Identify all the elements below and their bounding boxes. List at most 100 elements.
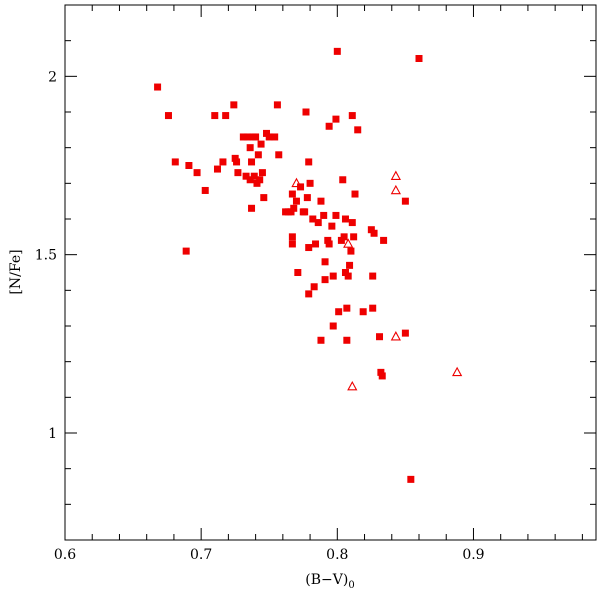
x-axis-title-main: (B−V)	[305, 572, 348, 588]
data-point-square	[252, 133, 260, 141]
data-point-square	[222, 112, 230, 120]
data-point-square	[348, 219, 356, 227]
data-point-square	[287, 208, 295, 216]
data-point-square	[294, 269, 302, 276]
data-point-square	[290, 204, 298, 212]
data-point-square	[351, 190, 359, 198]
data-point-square	[359, 308, 367, 316]
data-point-square	[354, 126, 362, 134]
data-point-square	[317, 336, 325, 344]
data-point-square	[339, 176, 347, 184]
data-point-square	[239, 133, 247, 141]
data-point-square	[329, 272, 337, 280]
tick-labels: 0.6 0.7 0.8 0.9 1 1.5 2	[35, 69, 485, 563]
data-point-square	[370, 229, 378, 237]
x-axis-title: (B−V)0	[305, 572, 354, 591]
data-point-square	[242, 172, 250, 180]
data-point-square	[275, 151, 283, 159]
data-point-square	[230, 101, 238, 109]
data-point-triangle	[291, 177, 302, 188]
data-point-square	[301, 208, 309, 216]
data-point-square	[257, 140, 265, 148]
data-point-square	[233, 158, 241, 166]
data-point-square	[263, 129, 271, 137]
data-point-square	[288, 190, 296, 198]
y-tick-label: 2	[48, 69, 57, 85]
data-point-square	[246, 144, 254, 152]
data-point-square	[248, 204, 256, 212]
data-point-square	[253, 179, 261, 187]
data-point-square	[325, 240, 333, 248]
data-point-square	[377, 368, 385, 376]
data-point-square	[341, 215, 349, 223]
data-point-square	[340, 233, 348, 241]
data-point-triangle	[347, 380, 358, 391]
data-point-square	[369, 272, 377, 280]
data-point-square	[332, 115, 340, 123]
data-point-square	[305, 244, 313, 252]
data-point-triangle	[390, 170, 401, 180]
data-point-square	[302, 108, 310, 116]
data-point-triangle	[343, 238, 354, 248]
y-axis-title: [N/Fe]	[8, 249, 24, 294]
data-point-square	[320, 211, 328, 219]
data-point-square	[401, 197, 409, 205]
y-tick-label: 1	[48, 426, 57, 442]
data-point-square	[415, 55, 423, 62]
data-point-square	[182, 247, 190, 255]
data-point-square	[312, 240, 320, 248]
data-point-square	[347, 247, 355, 255]
data-point-square	[321, 258, 329, 266]
data-point-square	[325, 122, 333, 130]
data-point-square	[258, 169, 266, 177]
data-point-square	[234, 169, 242, 177]
data-point-square	[213, 165, 221, 173]
data-point-square	[256, 176, 264, 184]
data-point-square	[305, 290, 313, 298]
data-point-square	[193, 169, 201, 177]
data-point-square	[367, 226, 375, 234]
data-point-square	[164, 112, 172, 120]
data-point-square	[273, 101, 281, 109]
data-point-square	[333, 47, 341, 55]
data-point-square	[328, 222, 336, 230]
data-point-square	[305, 158, 313, 166]
data-point-square	[343, 304, 351, 312]
data-point-square	[288, 240, 296, 248]
plot-frame	[64, 4, 597, 541]
data-point-square	[306, 179, 314, 187]
x-tick-label: 0.9	[462, 547, 484, 563]
data-point-square	[246, 176, 254, 184]
data-point-square	[369, 304, 377, 312]
data-point-square	[329, 322, 337, 330]
data-point-triangle	[390, 184, 401, 195]
y-tick-label: 1.5	[35, 248, 57, 264]
data-point-square	[317, 197, 325, 205]
data-point-square	[250, 172, 258, 180]
x-axis-title-subscript: 0	[348, 580, 354, 591]
data-point-square	[337, 236, 345, 244]
data-point-square	[154, 83, 162, 91]
data-point-square	[211, 112, 219, 120]
data-point-square	[346, 261, 354, 269]
data-point-square	[407, 475, 415, 483]
data-point-square	[335, 308, 343, 316]
data-point-square	[380, 236, 388, 244]
data-point-square	[324, 236, 332, 244]
axis-ticks	[64, 4, 596, 541]
data-point-square	[303, 194, 311, 202]
data-point-square	[292, 197, 300, 205]
x-tick-label: 0.7	[190, 547, 212, 563]
x-tick-label: 0.8	[326, 547, 348, 563]
data-point-square	[309, 215, 317, 223]
data-point-square	[401, 329, 409, 337]
data-point-square	[219, 158, 227, 166]
data-point-square	[265, 133, 273, 141]
data-point-square	[254, 151, 262, 159]
data-point-square	[243, 133, 251, 141]
data-point-square	[271, 133, 279, 141]
data-point-square	[348, 112, 356, 120]
data-point-square	[248, 158, 256, 166]
x-tick-label: 0.6	[54, 547, 76, 563]
